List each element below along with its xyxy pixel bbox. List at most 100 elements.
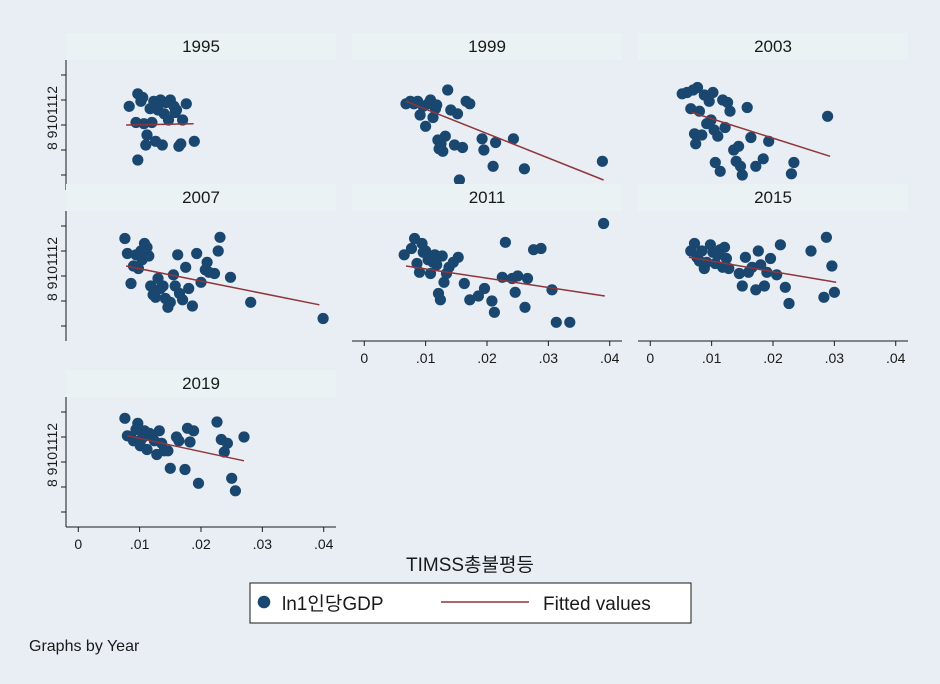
- legend-label-gdp: ln1인당GDP: [282, 593, 384, 615]
- data-point: [723, 262, 735, 275]
- x-tick-label: .01: [130, 536, 150, 552]
- x-tick-label: 0: [74, 536, 82, 552]
- fitted-line: [405, 265, 605, 297]
- data-point: [183, 282, 195, 295]
- data-point: [188, 135, 200, 147]
- x-axis: 0 .01 .02 .03 .04: [352, 340, 622, 366]
- data-point: [146, 116, 158, 129]
- data-point: [788, 156, 800, 169]
- data-point: [431, 99, 443, 111]
- data-point: [696, 129, 708, 141]
- data-point: [211, 416, 223, 428]
- graphs-by-note: Graphs by Year: [29, 638, 140, 655]
- panel-2003: 2003: [638, 33, 908, 181]
- data-point: [739, 251, 752, 263]
- data-point: [169, 106, 181, 119]
- data-point: [434, 294, 446, 306]
- x-tick-label: .04: [314, 536, 334, 552]
- data-point: [820, 231, 833, 243]
- data-point: [499, 236, 511, 248]
- data-point: [488, 306, 500, 318]
- x-tick-label: .02: [477, 350, 497, 366]
- panels: 1995 8 9101112 1999 2003 2007 8 9101112 2011 0.…: [44, 33, 908, 552]
- data-point: [535, 242, 547, 255]
- legend: ln1인당GDP Fitted values: [249, 582, 692, 624]
- y-tick-labels: 8 9101112: [44, 237, 60, 301]
- data-point: [487, 160, 499, 172]
- data-point: [734, 160, 747, 172]
- data-point: [521, 272, 534, 285]
- data-point: [774, 239, 787, 251]
- data-point: [757, 153, 769, 165]
- x-tick-label: .04: [600, 350, 620, 366]
- data-point: [125, 277, 137, 290]
- data-point: [141, 241, 153, 253]
- data-point: [452, 251, 464, 263]
- data-point: [437, 145, 449, 157]
- data-point: [598, 217, 610, 230]
- x-axis: 0 .01 .02 .03 .04: [638, 340, 908, 366]
- x-tick-label: .03: [253, 536, 273, 552]
- data-point: [119, 232, 131, 245]
- legend-box: [249, 582, 692, 624]
- data-point: [141, 443, 153, 456]
- data-point: [226, 472, 238, 484]
- data-point: [703, 95, 715, 107]
- panel-year-label: 1995: [182, 37, 220, 56]
- data-point: [420, 245, 432, 257]
- data-point: [218, 446, 230, 458]
- data-point: [164, 296, 176, 308]
- data-point: [685, 103, 697, 115]
- data-point: [141, 129, 153, 141]
- data-point: [132, 417, 144, 429]
- data-point: [208, 267, 221, 280]
- panel-strip: [352, 33, 622, 60]
- fitted-line: [126, 122, 194, 126]
- data-point: [145, 280, 157, 292]
- data-point: [427, 111, 439, 124]
- data-point: [550, 316, 562, 328]
- data-point: [143, 250, 155, 262]
- data-point: [156, 139, 168, 151]
- panel-strip: [638, 184, 908, 211]
- data-point: [709, 156, 721, 169]
- data-point: [818, 291, 830, 303]
- legend-marker-icon: [257, 595, 271, 609]
- fitted-line: [691, 111, 831, 158]
- data-point: [229, 485, 241, 497]
- scatter-points: [676, 81, 834, 181]
- data-point: [420, 120, 432, 132]
- data-point: [172, 249, 184, 261]
- panel-1995: 1995 8 9101112: [44, 33, 336, 190]
- data-point: [153, 425, 165, 437]
- data-point: [722, 96, 734, 109]
- data-point: [173, 435, 185, 447]
- y-axis: 8 9101112: [44, 60, 67, 190]
- data-point: [453, 174, 465, 186]
- data-point: [707, 86, 719, 99]
- data-point: [478, 144, 490, 156]
- data-point: [221, 437, 233, 449]
- panel-strip: [66, 370, 336, 397]
- x-tick-label: .02: [191, 536, 211, 552]
- y-tick-labels: 8 9101112: [44, 86, 60, 150]
- data-point: [162, 445, 174, 457]
- data-point: [180, 261, 192, 273]
- y-axis: 8 9101112: [44, 211, 67, 341]
- data-point: [212, 245, 224, 257]
- panel-year-label: 2019: [182, 374, 220, 393]
- data-point: [755, 259, 767, 271]
- data-point: [201, 256, 213, 268]
- data-point: [317, 312, 329, 325]
- panel-year-label: 2003: [754, 37, 792, 56]
- data-point: [476, 133, 488, 145]
- data-point: [180, 98, 192, 110]
- data-point: [750, 284, 762, 296]
- data-point: [195, 276, 207, 288]
- x-tick-label: .02: [763, 350, 783, 366]
- data-point: [736, 280, 748, 292]
- data-point: [456, 141, 469, 154]
- data-point: [177, 114, 189, 126]
- data-point: [177, 294, 189, 306]
